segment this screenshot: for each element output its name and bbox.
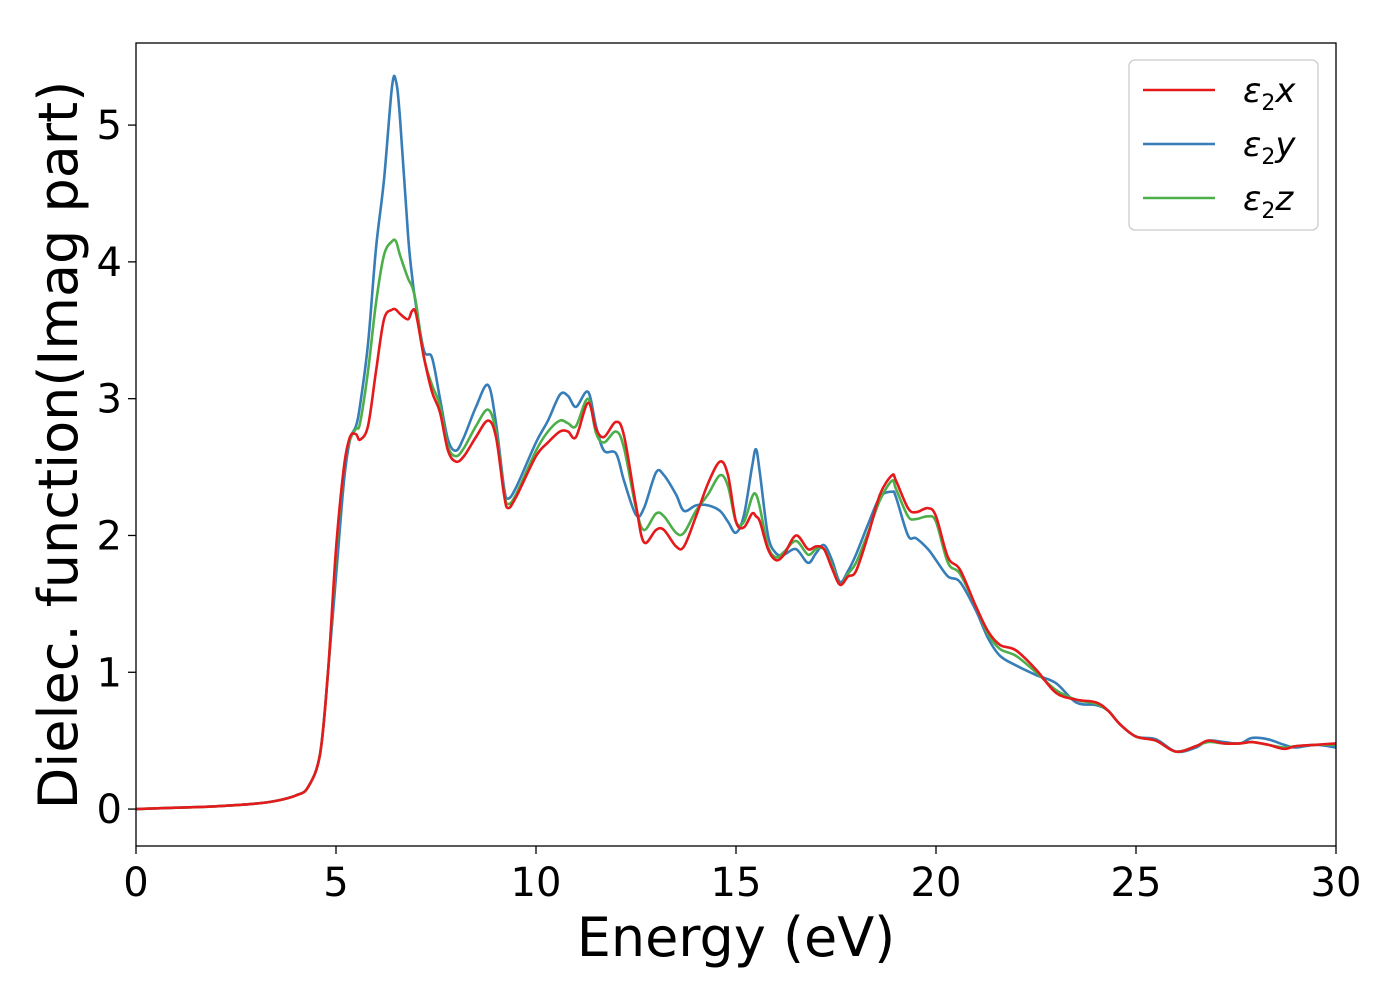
- legend-items: ε2x ε2y ε2z: [1143, 71, 1296, 224]
- y-tick-label: 2: [97, 513, 122, 559]
- series-line-ε₂x: [136, 307, 1336, 811]
- y-axis-label: Dielec. function(Imag part): [27, 81, 90, 810]
- legend-label: ε2y: [1243, 125, 1296, 170]
- y-axis: 0 1 2 3 4 5: [97, 103, 136, 833]
- x-tick-label: 25: [1111, 860, 1162, 906]
- series-line-ε₂y: [136, 74, 1336, 811]
- legend-label: ε2x: [1243, 71, 1296, 116]
- x-tick-label: 15: [711, 860, 762, 906]
- y-tick-label: 0: [97, 787, 122, 833]
- x-tick-label: 30: [1311, 860, 1362, 906]
- y-tick-label: 3: [97, 377, 122, 423]
- x-axis: 0 5 10 15 20 25 30: [123, 846, 1361, 906]
- x-axis-label: Energy (eV): [577, 906, 896, 969]
- plot-lines: [136, 74, 1336, 811]
- x-tick-label: 20: [911, 860, 962, 906]
- y-tick-label: 5: [97, 103, 122, 149]
- legend-box: [1128, 59, 1319, 231]
- x-tick-label: 5: [323, 860, 348, 906]
- y-tick-label: 4: [97, 240, 122, 286]
- x-tick-label: 10: [511, 860, 562, 906]
- legend-label: ε2z: [1243, 179, 1294, 224]
- x-tick-label: 0: [123, 860, 148, 906]
- legend: ε2x ε2y ε2z: [1128, 59, 1319, 231]
- y-tick-label: 1: [97, 650, 122, 696]
